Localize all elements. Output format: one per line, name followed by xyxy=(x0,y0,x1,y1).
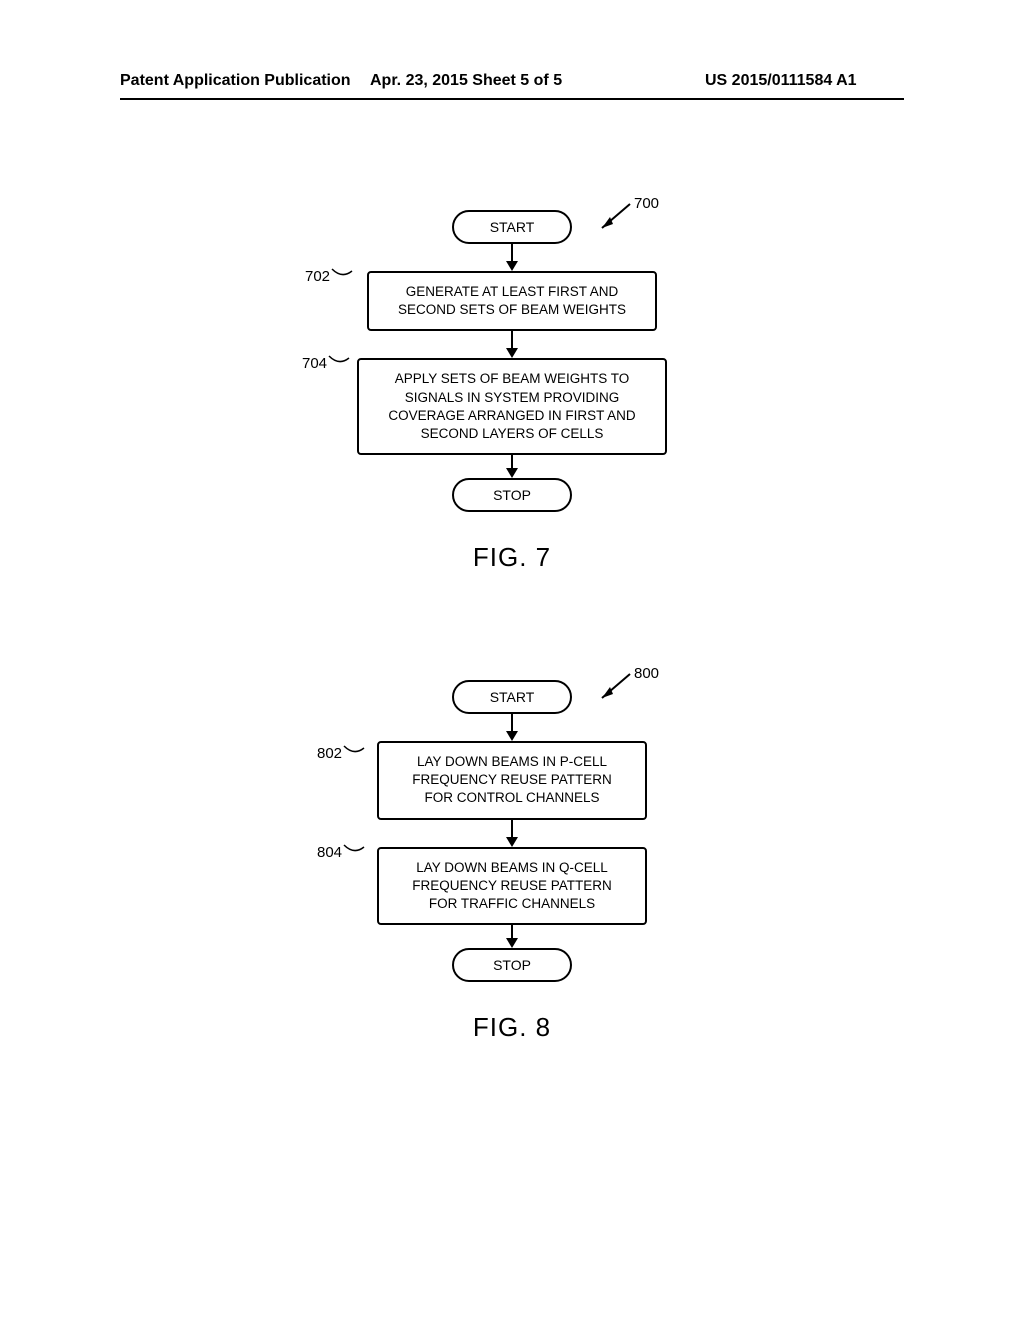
arrow-icon xyxy=(302,455,722,478)
fig8-label-804: 804 xyxy=(317,841,364,863)
header-rule xyxy=(120,98,904,100)
fig7-step-702: GENERATE AT LEAST FIRST ANDSECOND SETS O… xyxy=(367,271,657,331)
fig7-start: START xyxy=(452,210,572,244)
fig8-step-804: LAY DOWN BEAMS IN Q-CELLFREQUENCY REUSE … xyxy=(377,847,647,926)
header-mid: Apr. 23, 2015 Sheet 5 of 5 xyxy=(370,72,562,90)
tick-icon xyxy=(342,841,364,863)
fig7-stop: STOP xyxy=(452,478,572,512)
tick-icon xyxy=(342,742,364,764)
arrow-icon xyxy=(302,244,722,271)
header-right: US 2015/0111584 A1 xyxy=(705,72,857,90)
fig7-label-704: 704 xyxy=(302,352,349,374)
tick-icon xyxy=(327,352,349,374)
tick-icon xyxy=(330,265,352,287)
arrow-icon xyxy=(302,714,722,741)
fig8-step-802: LAY DOWN BEAMS IN P-CELLFREQUENCY REUSE … xyxy=(377,741,647,820)
fig8-flowchart: START LAY DOWN BEAMS IN P-CELLFREQUENCY … xyxy=(302,680,722,1043)
fig7-label-702: 702 xyxy=(305,265,352,287)
fig8-caption: FIG. 8 xyxy=(302,1012,722,1043)
arrow-icon xyxy=(302,925,722,948)
fig8-stop: STOP xyxy=(452,948,572,982)
fig8-label-802: 802 xyxy=(317,742,364,764)
fig8-start: START xyxy=(452,680,572,714)
fig7-step-704: APPLY SETS OF BEAM WEIGHTS TOSIGNALS IN … xyxy=(357,358,667,455)
fig7-flowchart: START GENERATE AT LEAST FIRST ANDSECOND … xyxy=(302,210,722,573)
fig7-caption: FIG. 7 xyxy=(302,542,722,573)
header-left: Patent Application Publication xyxy=(120,72,351,90)
arrow-icon xyxy=(302,331,722,358)
